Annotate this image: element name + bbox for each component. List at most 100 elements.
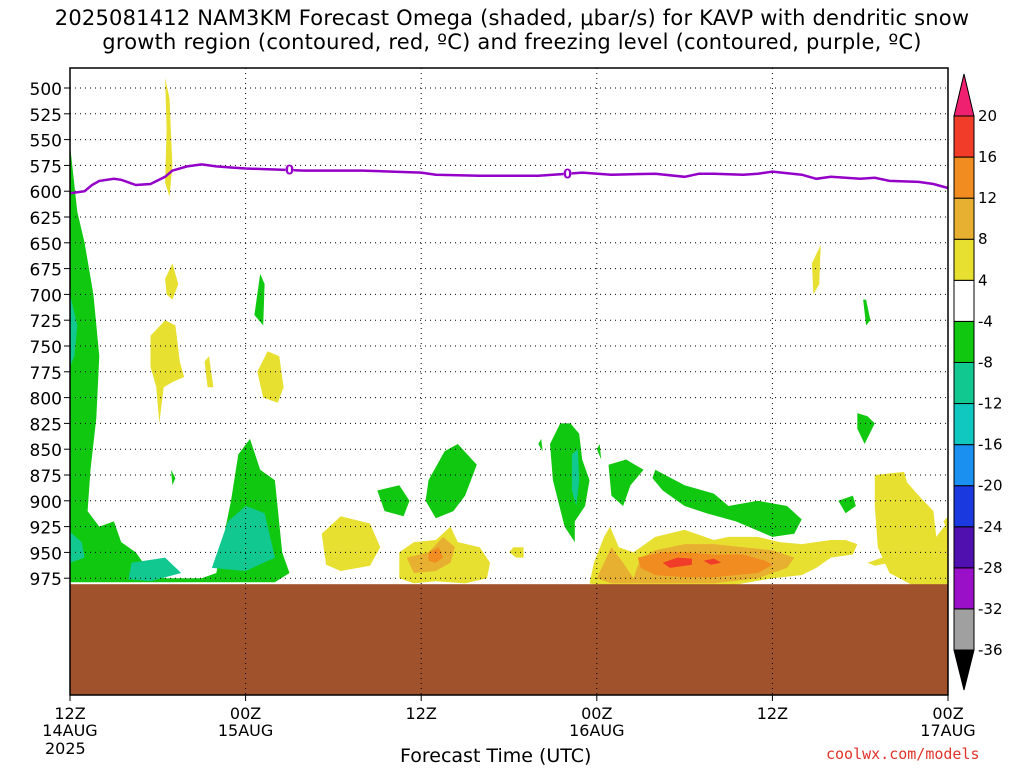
y-tick-label: 875 [30, 467, 62, 487]
x-tick-label: 00Z [581, 704, 612, 723]
colorbar-swatch [953, 608, 975, 651]
y-tick-label: 650 [30, 235, 62, 255]
colorbar-swatch [953, 403, 975, 446]
y-tick-label: 525 [30, 106, 62, 126]
colorbar-swatch [953, 115, 975, 158]
omega-region-13 [321, 516, 381, 571]
omega-region-2 [70, 531, 85, 563]
freezing-level-label: 0 [285, 164, 294, 179]
freezing-level-line [70, 163, 948, 195]
colorbar-swatch [953, 238, 975, 281]
x-tick-date-label: 14AUG [42, 721, 97, 740]
colorbar-label: -20 [978, 477, 1003, 495]
y-tick-label: 750 [30, 338, 62, 358]
x-tick-date-label: 15AUG [218, 721, 273, 740]
omega-region-17 [428, 547, 444, 563]
omega-region-5 [165, 77, 173, 197]
y-tick-label: 975 [30, 570, 62, 590]
colorbar-swatch [953, 197, 975, 240]
colorbar-swatch [953, 320, 975, 363]
colorbar-label: -8 [978, 353, 993, 371]
title-line-2: growth region (contoured, red, ºC) and f… [102, 30, 922, 54]
omega-region-21 [538, 438, 543, 452]
omega-region-3 [128, 557, 182, 582]
omega-region-31 [838, 495, 856, 514]
colorbar-label: 4 [978, 271, 988, 289]
y-tick-label: 950 [30, 544, 62, 564]
omega-region-35 [874, 471, 948, 589]
omega-region-36 [943, 516, 948, 532]
x-axis-title: Forecast Time (UTC) [400, 745, 592, 767]
y-tick-label: 550 [30, 132, 62, 152]
colorbar-swatch [953, 485, 975, 528]
omega-region-1 [70, 294, 78, 367]
colorbar-label: 16 [978, 148, 997, 166]
omega-region-6 [165, 263, 179, 300]
x-tick-label: 00Z [932, 704, 963, 723]
freezing-level-label-bg [285, 162, 294, 176]
omega-region-34 [857, 413, 875, 444]
colorbar-label: 12 [978, 189, 997, 207]
surface-band [70, 584, 948, 695]
omega-region-11 [171, 469, 176, 486]
colorbar-min-arrow [953, 649, 975, 691]
omega-region-29 [703, 558, 722, 565]
y-tick-label: 850 [30, 441, 62, 461]
omega-region-12 [377, 485, 410, 517]
x-tick-label: 12Z [54, 704, 85, 723]
omega-region-9 [257, 351, 284, 403]
omega-region-18 [509, 547, 524, 558]
y-tick-label: 900 [30, 493, 62, 513]
colorbar-label: -12 [978, 395, 1003, 413]
colorbar-label: 8 [978, 230, 988, 248]
omega-region-23 [652, 469, 802, 537]
credit-link[interactable]: coolwx.com/models [826, 745, 980, 763]
omega-region-27 [637, 552, 773, 578]
omega-region-32 [811, 244, 821, 295]
omega-region-14 [425, 444, 477, 519]
omega-region-20 [571, 449, 580, 506]
y-tick-label: 775 [30, 364, 62, 384]
colorbar-swatch [953, 361, 975, 405]
omega-region-33 [863, 299, 871, 326]
y-tick-label: 725 [30, 312, 62, 332]
colorbar-label: -16 [978, 436, 1003, 454]
colorbar-swatch [953, 156, 975, 199]
x-tick-date-label: 17AUG [920, 721, 975, 740]
freezing-level-label: 0 [563, 168, 572, 183]
y-tick-label: 675 [30, 261, 62, 281]
colorbar-swatch [953, 444, 975, 487]
colorbar-label: -28 [978, 559, 1003, 577]
colorbar-label: -32 [978, 600, 1003, 618]
y-tick-label: 700 [30, 286, 62, 306]
x-tick-label: 12Z [406, 704, 437, 723]
x-tick-label: 00Z [230, 704, 261, 723]
colorbar-swatch [953, 279, 975, 322]
y-tick-label: 625 [30, 209, 62, 229]
y-tick-label: 925 [30, 519, 62, 539]
y-tick-label: 575 [30, 157, 62, 177]
x-tick-year: 2025 [45, 739, 86, 758]
colorbar-label: -36 [978, 641, 1003, 659]
colorbar-label: -4 [978, 312, 993, 330]
colorbar-label: -24 [978, 518, 1003, 536]
omega-region-24 [596, 444, 602, 460]
y-tick-label: 825 [30, 415, 62, 435]
omega-region-8 [204, 356, 214, 388]
omega-region-4 [211, 506, 275, 571]
y-tick-label: 600 [30, 183, 62, 203]
colorbar-swatch [953, 526, 975, 569]
omega-region-28 [662, 557, 692, 568]
y-tick-label: 800 [30, 390, 62, 410]
x-tick-date-label: 16AUG [569, 721, 624, 740]
colorbar-max-arrow [953, 73, 975, 117]
colorbar-swatch [953, 567, 975, 610]
omega-region-10 [254, 273, 265, 326]
freezing-level-label-bg [563, 166, 572, 180]
omega-region-19 [550, 423, 590, 543]
title-line-1: 2025081412 NAM3KM Forecast Omega (shaded… [54, 6, 970, 30]
x-tick-label: 12Z [757, 704, 788, 723]
colorbar-label: 20 [978, 107, 997, 125]
